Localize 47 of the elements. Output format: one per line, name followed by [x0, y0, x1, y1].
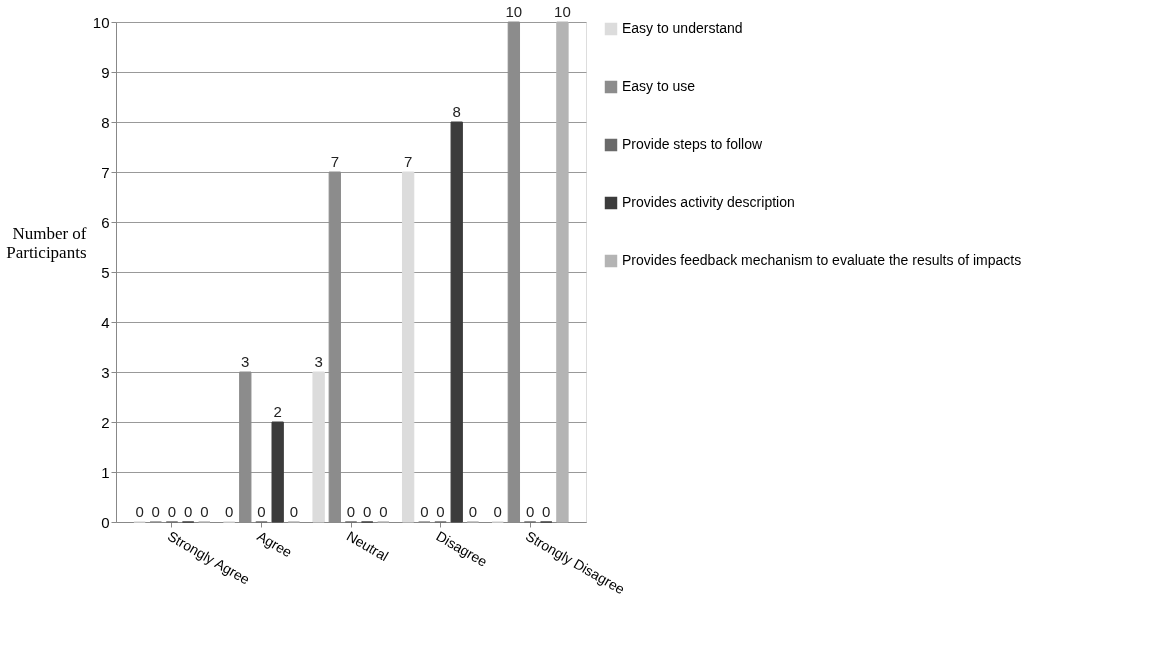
- bar: [556, 21, 569, 523]
- y-tick-label: 4: [101, 313, 110, 331]
- data-label: 3: [241, 353, 250, 370]
- legend-label: Easy to understand: [622, 20, 743, 36]
- y-tick-label: 6: [101, 213, 110, 231]
- bar: [312, 371, 325, 523]
- legend-label: Easy to use: [622, 78, 696, 94]
- y-tick-label: 8: [101, 113, 110, 131]
- y-tick-label: 0: [101, 513, 110, 531]
- data-label: 0: [167, 503, 177, 520]
- data-label: 7: [403, 153, 413, 170]
- legend-label: Provide steps to follow: [622, 136, 763, 152]
- data-label: 0: [257, 503, 266, 520]
- y-tick-label: 7: [101, 163, 110, 181]
- data-label: 0: [525, 503, 535, 520]
- y-tick-label: 3: [101, 363, 110, 381]
- bar: [271, 421, 284, 523]
- y-axis-title: Number of Participants: [6, 223, 87, 262]
- data-label: 0: [542, 503, 551, 520]
- bar: [401, 171, 415, 523]
- y-tick-label: 1: [101, 463, 110, 481]
- legend-label: Provides activity description: [622, 194, 795, 210]
- data-label: 0: [289, 503, 299, 520]
- y-tick-label: 5: [101, 263, 110, 281]
- y-tick-label: 10: [92, 13, 110, 31]
- bar: [450, 121, 463, 523]
- data-label: 3: [314, 353, 323, 370]
- data-label: 10: [554, 3, 571, 20]
- data-label: 2: [273, 403, 282, 420]
- data-label: 0: [493, 503, 502, 520]
- data-label: 10: [505, 3, 523, 20]
- data-label: 0: [379, 503, 388, 520]
- data-label: 0: [363, 503, 372, 520]
- legend-label: Provides feedback mechanism to evaluate the results of impacts: [622, 252, 1022, 268]
- data-label: 0: [135, 503, 144, 520]
- data-label: 0: [346, 503, 356, 520]
- data-label: 0: [420, 503, 429, 520]
- y-tick-label: 2: [101, 413, 110, 431]
- y-tick-label: 9: [101, 63, 110, 81]
- data-label: 0: [200, 503, 209, 520]
- data-label: 7: [330, 153, 339, 170]
- data-label: 0: [436, 503, 445, 520]
- data-label: 0: [183, 503, 193, 520]
- data-label: 0: [224, 503, 234, 520]
- data-label: 0: [151, 503, 160, 520]
- data-label: 0: [468, 503, 478, 520]
- data-label: 8: [452, 103, 461, 120]
